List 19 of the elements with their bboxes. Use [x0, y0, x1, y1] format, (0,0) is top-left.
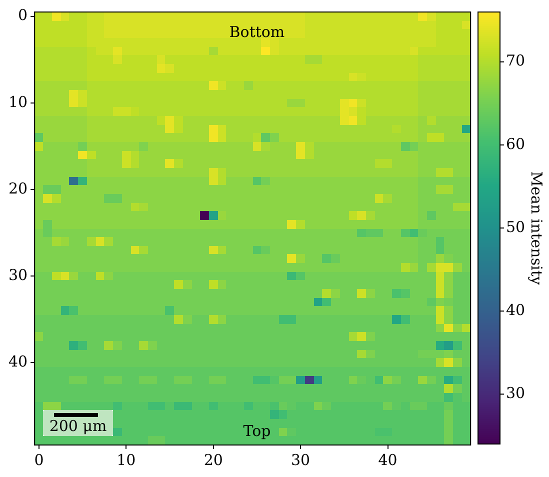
y-tick-label: 30 [8, 266, 28, 284]
color-bar-title: Mean intensity [528, 171, 546, 286]
color-bar-label: 60 [506, 134, 526, 153]
annotation: Top [243, 422, 271, 440]
color-bar-label: 30 [506, 384, 526, 402]
x-tick-label: 30 [291, 450, 310, 469]
y-tick-label: 0 [18, 6, 28, 24]
x-tick-label: 40 [378, 450, 398, 469]
annotation: 200 μm [48, 417, 108, 435]
color-bar-label: 70 [506, 52, 526, 70]
y-tick-label: 20 [8, 179, 28, 198]
x-tick-label: 20 [204, 450, 223, 469]
y-tick-label: 40 [8, 352, 28, 371]
annotation: Bottom [229, 22, 285, 41]
color-bar-label: 40 [506, 300, 526, 319]
y-tick-label: 10 [8, 92, 28, 111]
color-bar-label: 50 [506, 218, 526, 236]
x-tick-label: 0 [34, 450, 44, 469]
x-tick-label: 10 [116, 450, 136, 469]
